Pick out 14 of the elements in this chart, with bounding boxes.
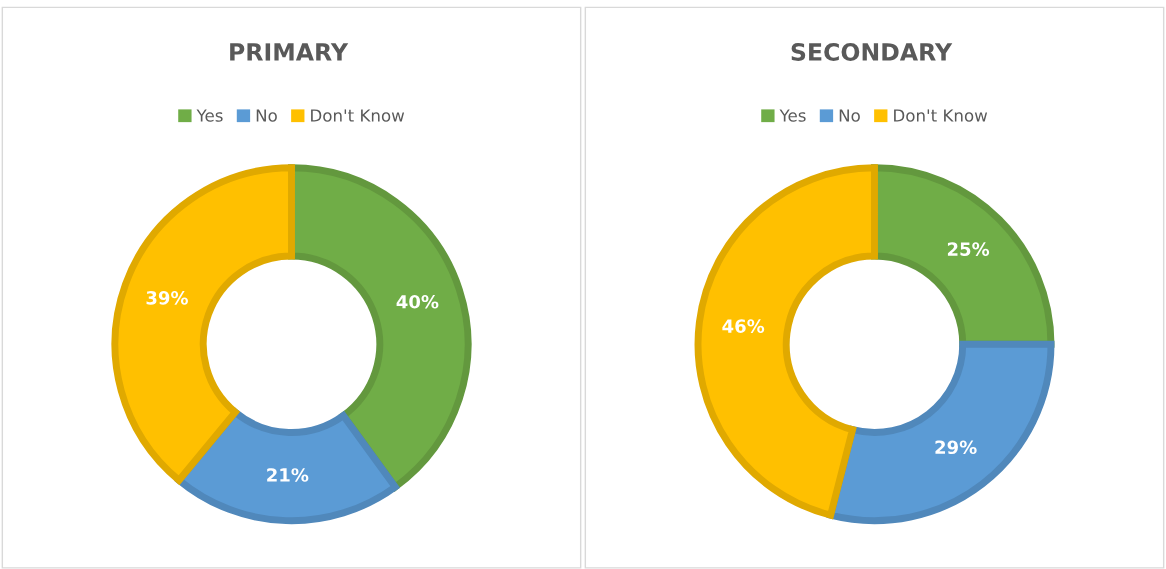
legend-label: Don't Know xyxy=(311,109,405,122)
chart-title: PRIMARY xyxy=(230,43,349,61)
data-label: 39% xyxy=(146,290,188,305)
legend-label: No xyxy=(839,109,860,122)
legend-label: Don't Know xyxy=(894,109,988,122)
data-label: 40% xyxy=(396,294,439,309)
chart-title: SECONDARY xyxy=(791,43,953,61)
legend-label: Yes xyxy=(779,109,806,122)
data-label: 29% xyxy=(935,440,977,455)
data-label: 25% xyxy=(947,242,990,256)
data-label: 21% xyxy=(267,468,309,482)
legend-label: Yes xyxy=(196,109,223,122)
legend-label: No xyxy=(256,109,277,122)
data-label: 46% xyxy=(722,319,765,333)
